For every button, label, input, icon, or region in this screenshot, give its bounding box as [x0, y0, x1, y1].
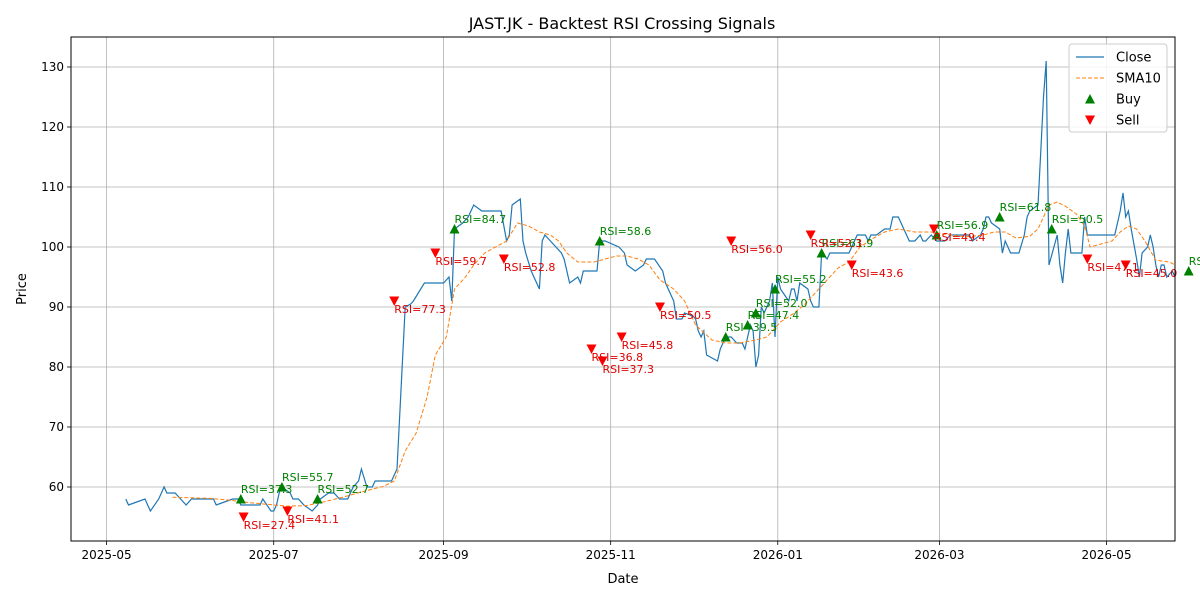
y-tick-label: 100 [41, 240, 64, 254]
x-tick-label: 2026-01 [753, 548, 803, 562]
buy-signal-label: RSI=47.6 [1189, 255, 1200, 268]
sell-signal-label: RSI=47.1 [1087, 261, 1139, 274]
signal-labels: RSI=37.3RSI=55.7RSI=52.7RSI=84.7RSI=58.6… [241, 201, 1200, 532]
sell-signal-marker [430, 248, 441, 258]
buy-signal-marker [276, 482, 287, 492]
y-tick-label: 120 [41, 120, 64, 134]
buy-signal-label: RSI=50.5 [1052, 213, 1104, 226]
legend-label: Sell [1116, 114, 1139, 129]
x-tick-label: 2025-05 [82, 548, 132, 562]
sell-signal-marker [498, 254, 509, 264]
x-axis-label: Date [607, 572, 638, 587]
sell-signal-marker [1120, 260, 1131, 270]
sell-signal-marker [616, 332, 627, 342]
y-tick-label: 80 [49, 360, 64, 374]
sell-signal-marker [846, 260, 857, 270]
buy-signal-label: RSI=61.8 [1000, 201, 1052, 214]
series-sma10-line [172, 201, 1176, 507]
sell-signal-marker [389, 296, 400, 306]
sell-signal-marker [282, 506, 293, 516]
y-tick-label: 110 [41, 180, 64, 194]
buy-signal-marker [770, 284, 781, 294]
sell-signal-marker [654, 302, 665, 312]
buy-signal-label: RSI=84.7 [455, 213, 507, 226]
sell-signal-label: RSI=50.5 [660, 309, 712, 322]
sell-signal-label: RSI=36.8 [591, 351, 643, 364]
y-tick-label: 70 [49, 420, 64, 434]
legend-buy-swatch [1085, 94, 1095, 104]
sell-signal-label: RSI=52.3 [811, 237, 863, 250]
sell-signal-marker [238, 512, 249, 522]
buy-signal-marker [816, 248, 827, 258]
buy-signal-marker [1183, 266, 1194, 276]
buy-signal-label: RSI=47.4 [748, 309, 800, 322]
buy-signal-label: RSI=37.3 [241, 483, 293, 496]
buy-signal-label: RSI=61.9 [822, 237, 874, 250]
sell-signal-label: RSI=45.0 [1126, 267, 1178, 280]
y-axis-label: Price [15, 273, 30, 305]
buy-signal-marker [235, 494, 246, 504]
sell-signal-label: RSI=59.7 [435, 255, 487, 268]
buy-signal-marker [750, 308, 761, 318]
sell-signal-label: RSI=56.0 [731, 243, 783, 256]
legend-sell-swatch [1085, 115, 1095, 125]
chart-title: JAST.JK - Backtest RSI Crossing Signals [468, 14, 776, 33]
buy-signal-marker [994, 212, 1005, 222]
legend-label: Close [1116, 51, 1151, 66]
legend-label: Buy [1116, 93, 1141, 108]
x-tick-label: 2025-07 [249, 548, 299, 562]
y-tick-label: 90 [49, 300, 64, 314]
buy-signal-marker [720, 332, 731, 342]
sell-signal-marker [805, 230, 816, 240]
x-tick-label: 2026-03 [914, 548, 964, 562]
sell-signal-label: RSI=27.4 [244, 519, 296, 532]
y-tick-label: 60 [49, 480, 64, 494]
buy-signal-marker [931, 230, 942, 240]
buy-signal-label: RSI=39.5 [726, 321, 778, 334]
buy-signal-label: RSI=55.7 [282, 471, 334, 484]
buy-signal-marker [1046, 224, 1057, 234]
sell-signal-label: RSI=49.4 [934, 231, 986, 244]
buy-signal-label: RSI=52.0 [756, 297, 808, 310]
y-tick-label: 130 [41, 60, 64, 74]
buy-signal-label: RSI=52.7 [318, 483, 370, 496]
x-tick-label: 2026-05 [1081, 548, 1131, 562]
x-tick-label: 2025-11 [586, 548, 636, 562]
buy-signal-label: RSI=56.9 [937, 219, 989, 232]
legend-label: SMA10 [1116, 72, 1161, 87]
buy-signal-label: RSI=58.6 [600, 225, 652, 238]
sell-signal-label: RSI=77.3 [394, 303, 446, 316]
sell-signal-marker [1082, 254, 1093, 264]
buy-signal-marker [742, 320, 753, 330]
sell-signal-label: RSI=37.3 [602, 363, 654, 376]
legend-box [1068, 43, 1168, 133]
series-lines [125, 60, 1176, 513]
plot-frame [70, 36, 1176, 542]
buy-signal-marker [312, 494, 323, 504]
axes: 2025-05 2025-07 2025-09 2025-11 2026-01 2026-… [41, 60, 1131, 562]
buy-signal-marker [594, 236, 605, 246]
sell-signal-label: RSI=41.1 [287, 513, 339, 526]
sell-signal-marker [586, 344, 597, 354]
sell-signal-marker [928, 224, 939, 234]
series-close-line [125, 60, 1176, 513]
buy-signal-label: RSI=55.2 [775, 273, 827, 286]
sell-signal-label: RSI=43.6 [852, 267, 904, 280]
sell-signal-label: RSI=45.8 [622, 339, 674, 352]
sell-signal-marker [726, 236, 737, 246]
buy-signal-marker [449, 224, 460, 234]
sell-signal-marker [597, 356, 608, 366]
grid [71, 37, 1175, 541]
signal-markers [235, 212, 1194, 522]
sell-signal-label: RSI=52.8 [504, 261, 556, 274]
legend: Close SMA10 Buy Sell [1068, 43, 1168, 133]
x-tick-label: 2025-09 [418, 548, 468, 562]
